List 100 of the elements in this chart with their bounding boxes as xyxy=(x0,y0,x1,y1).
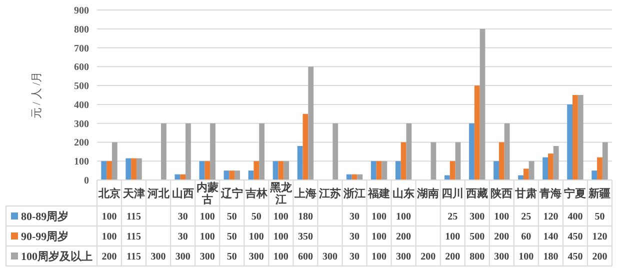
bar xyxy=(382,161,388,180)
data-label: 300 xyxy=(494,252,510,262)
x-tick-label: 辽宁 xyxy=(220,186,243,200)
bar xyxy=(126,158,132,180)
data-label: 50 xyxy=(226,232,237,242)
data-label: 300 xyxy=(200,252,215,262)
bar xyxy=(455,142,461,180)
y-tick-label: 100 xyxy=(74,156,89,168)
data-label: 140 xyxy=(543,232,558,242)
data-label: 200 xyxy=(445,252,460,262)
data-label: 30 xyxy=(350,212,360,222)
data-label: 50 xyxy=(594,212,605,222)
legend-label: 100周岁及以上 xyxy=(21,250,92,263)
bar xyxy=(278,161,284,180)
bar xyxy=(553,146,559,180)
data-label: 600 xyxy=(298,252,313,262)
bar xyxy=(210,123,216,180)
y-tick-label: 900 xyxy=(74,6,89,16)
x-tick-label: 青海 xyxy=(538,186,562,200)
y-tick-label: 800 xyxy=(74,24,89,36)
y-tick-label: 200 xyxy=(74,138,89,149)
bar xyxy=(234,170,240,180)
data-label: 300 xyxy=(470,212,485,222)
bar xyxy=(370,161,376,180)
data-label: 100 xyxy=(102,212,117,222)
data-label: 120 xyxy=(592,232,608,242)
x-tick-label: 浙江 xyxy=(342,186,366,200)
y-tick-label: 0 xyxy=(84,176,89,186)
data-label: 120 xyxy=(543,212,558,222)
bar xyxy=(229,170,235,180)
bar xyxy=(400,142,406,180)
data-label: 100 xyxy=(494,212,510,222)
data-label: 115 xyxy=(126,252,142,262)
x-tick-label: 湖南 xyxy=(416,186,440,200)
bar xyxy=(592,170,598,180)
data-label: 300 xyxy=(150,252,166,262)
data-label: 100 xyxy=(102,232,117,242)
bar xyxy=(259,123,264,180)
data-label: 30 xyxy=(178,212,188,222)
data-label: 350 xyxy=(298,232,313,242)
bar xyxy=(395,161,401,180)
data-label: 100 xyxy=(273,252,288,262)
data-label: 180 xyxy=(543,252,558,262)
bar xyxy=(131,158,136,180)
bar xyxy=(597,157,602,180)
data-label: 100 xyxy=(200,232,215,242)
data-label: 100 xyxy=(273,212,288,222)
bar xyxy=(302,114,308,180)
data-label: 30 xyxy=(178,232,188,242)
bar xyxy=(186,123,191,180)
x-tick-label: 黑龙江 xyxy=(268,180,293,206)
data-label: 180 xyxy=(298,212,313,222)
data-label: 115 xyxy=(126,212,142,222)
data-label: 450 xyxy=(568,232,583,242)
bar xyxy=(174,174,180,180)
data-label: 300 xyxy=(322,252,338,262)
y-tick-label: 500 xyxy=(74,81,89,92)
bar xyxy=(494,161,499,180)
bar xyxy=(254,161,260,180)
bar xyxy=(474,86,480,180)
data-label: 100 xyxy=(372,252,387,262)
bar xyxy=(376,161,382,180)
bar xyxy=(180,174,186,180)
bar xyxy=(578,95,584,180)
bar xyxy=(528,161,534,180)
data-label: 100 xyxy=(273,232,288,242)
bar xyxy=(450,161,456,180)
data-label: 50 xyxy=(251,212,262,222)
bar xyxy=(523,168,529,180)
bar xyxy=(572,95,578,180)
bar xyxy=(161,123,166,180)
x-tick-label: 西藏 xyxy=(465,186,488,200)
bar xyxy=(101,161,107,180)
data-label: 50 xyxy=(226,212,237,222)
data-label: 100 xyxy=(396,212,412,222)
x-tick-label: 宁夏 xyxy=(564,186,586,200)
data-label: 400 xyxy=(568,212,583,222)
bar xyxy=(602,142,608,180)
bar xyxy=(272,161,278,180)
bar xyxy=(430,142,436,180)
data-label: 200 xyxy=(102,252,117,262)
y-tick-label: 300 xyxy=(74,118,89,130)
bar xyxy=(504,123,510,180)
data-label: 450 xyxy=(568,252,583,262)
x-tick-label: 吉林 xyxy=(244,186,268,200)
bar xyxy=(284,161,290,180)
data-label: 100 xyxy=(372,232,387,242)
x-tick-label: 四川 xyxy=(442,186,464,200)
data-label: 200 xyxy=(494,232,510,242)
data-label: 100 xyxy=(518,252,534,262)
bar xyxy=(480,28,486,180)
y-tick-label: 700 xyxy=(74,43,89,54)
data-label: 500 xyxy=(470,232,485,242)
data-label: 300 xyxy=(175,252,190,262)
x-tick-label: 福建 xyxy=(367,186,390,200)
bar xyxy=(357,174,363,180)
data-label: 30 xyxy=(350,252,360,262)
bar xyxy=(106,161,112,180)
data-label: 60 xyxy=(521,232,532,242)
x-tick-label: 内蒙古 xyxy=(196,180,218,206)
